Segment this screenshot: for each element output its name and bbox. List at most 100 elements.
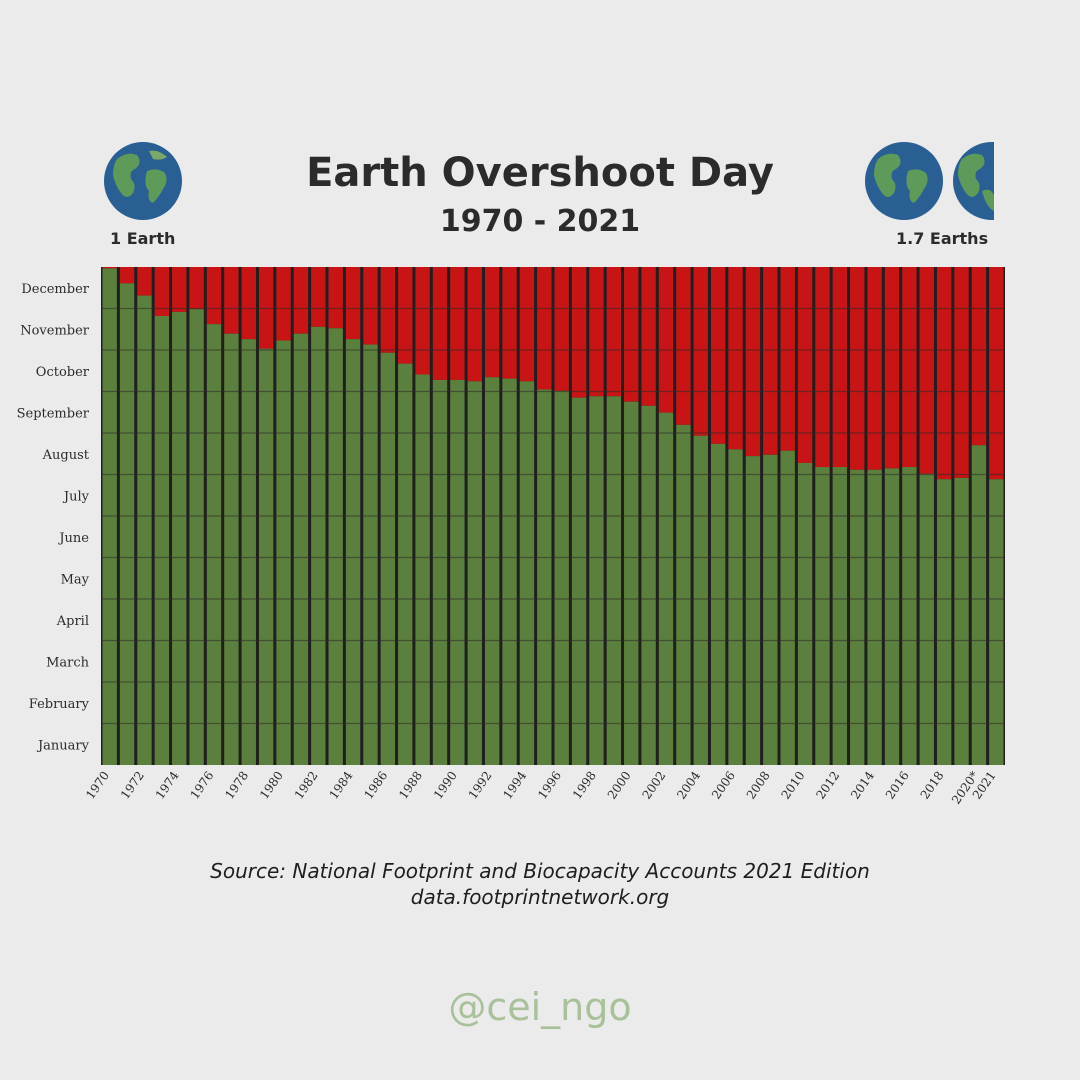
bar-day-1973 [154,315,170,765]
year-label-1972: 1972 [118,769,147,802]
bar-overshoot-1977 [224,267,239,334]
bar-overshoot-1971 [119,267,135,284]
bar-overshoot-1986 [380,267,396,353]
month-label-july: July [62,489,90,504]
bar-overshoot-2020 [971,267,987,446]
earth-globe-icon [104,142,182,220]
bar-overshoot-2006 [728,267,743,450]
month-label-september: September [17,406,90,421]
source-credit: Source: National Footprint and Biocapaci… [0,858,1080,910]
bar-day-1988 [415,374,430,765]
bar-overshoot-2018 [936,267,952,480]
year-label-2018: 2018 [918,769,947,802]
bar-day-2007 [745,456,761,765]
bar-day-1997 [571,397,587,765]
bar-day-1986 [380,352,396,765]
year-label-2000: 2000 [605,769,634,802]
year-label-1994: 1994 [500,768,529,801]
bar-overshoot-2010 [797,267,813,463]
one-earth-label: 1 Earth [110,229,176,248]
year-label-1976: 1976 [187,769,216,802]
earth-globes-icon [865,142,994,220]
bar-day-2006 [728,449,743,765]
bar-day-2003 [676,424,691,765]
chart-subtitle: 1970 - 2021 [439,204,641,239]
bar-day-1976 [206,324,222,765]
bar-day-1985 [363,344,378,765]
bar-overshoot-1994 [519,267,535,382]
bar-overshoot-1976 [206,267,222,325]
bar-overshoot-2008 [763,267,778,455]
bar-day-2013 [850,469,865,765]
bar-overshoot-2016 [902,267,917,468]
bar-overshoot-1973 [154,267,170,316]
year-label-1982: 1982 [292,769,321,802]
bar-overshoot-1980 [276,267,291,341]
bar-day-1993 [502,378,517,765]
bar-overshoot-1987 [398,267,413,364]
bar-overshoot-2001 [641,267,656,406]
bar-overshoot-2012 [832,267,848,468]
bar-overshoot-1981 [293,267,309,334]
bar-day-1996 [554,390,569,765]
bar-day-2020 [971,445,987,765]
bar-overshoot-2015 [884,267,900,469]
bar-overshoot-1979 [258,267,274,349]
bar-day-2015 [884,468,900,765]
month-label-october: October [36,365,90,380]
bar-day-1987 [398,363,413,765]
year-label-1996: 1996 [535,769,564,802]
month-label-december: December [21,282,89,297]
bar-day-2014 [867,469,882,765]
year-label-1984: 1984 [327,768,356,801]
bar-overshoot-2002 [658,267,674,413]
year-label-2016: 2016 [883,769,912,802]
bar-day-2010 [797,462,813,765]
bar-overshoot-2013 [850,267,865,470]
bar-day-1999 [606,396,622,765]
year-label-2004: 2004 [674,768,703,801]
bar-overshoot-1985 [363,267,378,345]
bar-day-1972 [137,295,152,765]
bar-overshoot-1983 [328,267,343,329]
year-label-2008: 2008 [744,769,773,802]
bar-day-1977 [224,333,239,765]
bar-overshoot-1988 [415,267,430,375]
bar-day-2004 [693,435,708,765]
bar-day-2001 [641,405,656,765]
month-label-january: January [36,738,90,753]
bar-overshoot-1974 [172,267,187,312]
x-axis-year-labels: 1970 1972 1974 1976 1978 1980 1982 1984 1986 1988… [83,768,999,806]
bar-day-2017 [919,473,934,765]
bar-day-1995 [537,389,552,765]
month-label-april: April [56,614,89,629]
bar-day-2000 [624,401,639,765]
bar-day-2021 [989,479,1004,765]
year-label-1980: 1980 [257,769,286,802]
bar-day-2005 [710,443,726,765]
year-label-1988: 1988 [396,769,425,802]
bar-day-1992 [484,377,500,765]
year-label-1974: 1974 [153,768,182,801]
bar-overshoot-1992 [484,267,500,378]
year-label-1978: 1978 [222,769,251,802]
bar-day-1971 [119,283,135,765]
bar-day-1979 [258,348,274,765]
bar-overshoot-1995 [537,267,552,390]
month-label-february: February [29,697,90,712]
bar-overshoot-1982 [311,267,326,327]
bar-overshoot-2011 [815,267,830,468]
month-label-november: November [20,323,90,338]
bar-overshoot-2019 [954,267,969,478]
year-label-1986: 1986 [361,769,390,802]
month-label-march: March [46,655,90,670]
y-axis-month-labels: January February March April May June July Augu… [17,282,90,754]
bar-overshoot-1990 [450,267,465,380]
bar-overshoot-1999 [606,267,622,397]
bar-day-1998 [589,396,604,765]
month-label-june: June [57,531,89,546]
bar-overshoot-2017 [919,267,934,474]
overshoot-bar-chart: January February March April May June July Augu… [17,267,1005,807]
social-handle: @cei_ngo [448,985,632,1029]
bar-day-1984 [345,339,361,765]
